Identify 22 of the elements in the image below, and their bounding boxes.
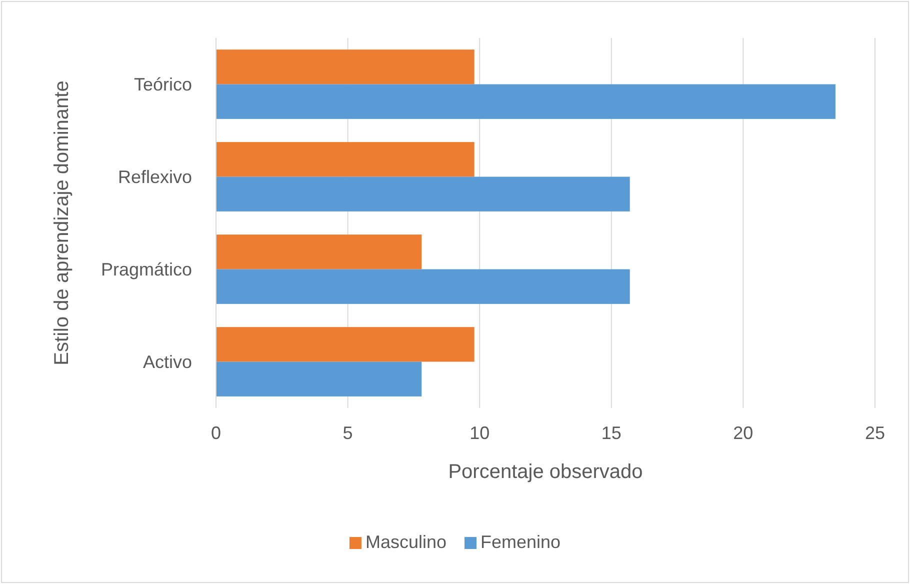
bar [216, 327, 474, 362]
bar [216, 50, 474, 84]
bar [216, 269, 630, 304]
bar [216, 362, 422, 396]
legend-label: Femenino [480, 532, 561, 552]
y-tick-label: Reflexivo [118, 166, 192, 187]
x-axis-title: Porcentaje observado [448, 461, 643, 483]
y-tick-label: Pragmático [100, 259, 192, 280]
y-axis-title: Estilo de aprendizaje dominante [51, 80, 73, 366]
bar [216, 84, 836, 119]
x-tick-label: 0 [210, 423, 222, 443]
y-tick-label: Teórico [134, 74, 192, 94]
x-tick-label: 10 [470, 423, 490, 443]
x-tick-label: 5 [342, 423, 353, 443]
y-tick-label: Activo [142, 352, 192, 372]
bar [216, 176, 630, 212]
legend-label: Masculino [365, 532, 446, 552]
bar [216, 234, 422, 270]
bar [216, 142, 474, 177]
x-tick-label: 15 [601, 423, 622, 443]
x-tick-label: 20 [733, 423, 754, 443]
x-tick-label: 25 [864, 423, 886, 443]
